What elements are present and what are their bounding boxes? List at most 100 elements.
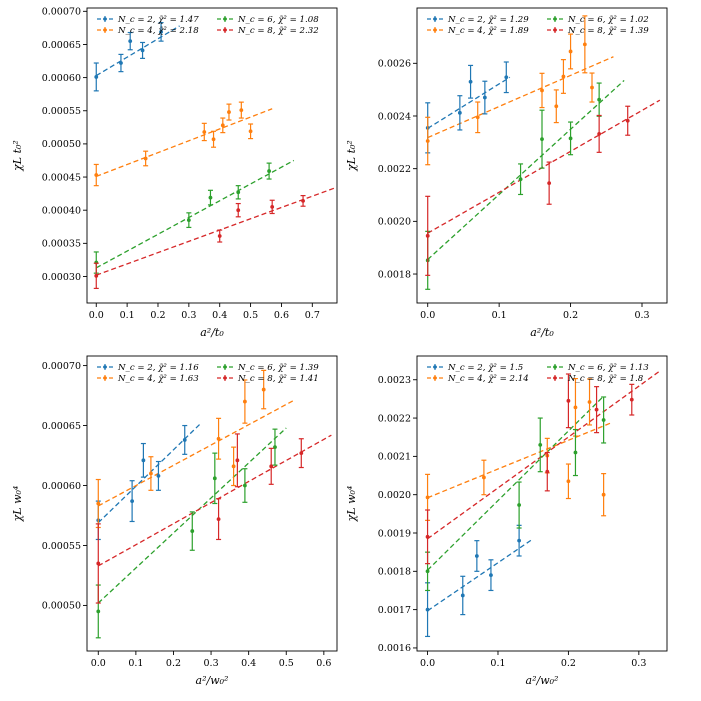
legend-label-Nc8: N_c = 8, χ̃² = 1.8 (567, 373, 644, 384)
legend-label-Nc4: N_c = 4, χ̃² = 2.14 (447, 373, 529, 384)
y-tick-label: 0.0020 (378, 217, 411, 228)
data-point-Nc4 (96, 501, 101, 506)
data-point-Nc6 (267, 169, 271, 173)
y-tick-label: 0.00065 (42, 40, 81, 51)
legend-label-Nc4: N_c = 4, χ̃² = 1.63 (117, 373, 199, 384)
data-point-Nc4 (242, 399, 247, 404)
data-point-Nc2 (504, 75, 509, 80)
legend-label-Nc2: N_c = 2, χ̃² = 1.16 (117, 362, 199, 373)
legend-label-Nc2: N_c = 2, χ̃² = 1.47 (117, 14, 199, 25)
data-point-Nc6 (540, 137, 544, 142)
data-point-Nc8 (425, 534, 430, 539)
data-point-Nc2 (460, 593, 465, 598)
axes-frame (86, 7, 338, 304)
legend-label-Nc6: N_c = 6, χ̃² = 1.13 (567, 362, 649, 373)
data-point-Nc2 (474, 554, 479, 558)
y-tick-label: 0.0021 (378, 452, 411, 463)
y-tick-label: 0.0022 (378, 413, 411, 424)
x-tick-label: 0.1 (492, 310, 507, 321)
data-point-Nc6 (208, 195, 213, 200)
legend-label-Nc4: N_c = 4, χ̃² = 1.89 (447, 25, 529, 36)
legend-marker-Nc6 (223, 365, 227, 369)
y-tick-label: 0.00065 (42, 421, 81, 432)
data-point-Nc2 (94, 75, 99, 79)
legend: N_c = 2, χ̃² = 1.29N_c = 4, χ̃² = 1.89 N_… (427, 14, 649, 36)
data-point-Nc4 (601, 492, 606, 497)
data-point-Nc6 (517, 503, 522, 507)
data-point-Nc4 (573, 405, 578, 410)
data-point-Nc4 (220, 123, 225, 128)
data-point-Nc2 (517, 538, 522, 543)
x-tick-label: 0.1 (128, 658, 143, 669)
x-axis-label: a²/w₀² (526, 674, 559, 687)
y-tick-label: 0.00070 (42, 7, 81, 18)
legend-marker-Nc6 (553, 365, 557, 369)
data-point-Nc6 (573, 450, 578, 455)
x-axis-label: a²/t₀ (200, 326, 224, 339)
y-tick-label: 0.0018 (378, 269, 411, 280)
x-tick-label: 0.4 (212, 310, 227, 321)
fit-line-Nc4 (96, 108, 273, 177)
data-point-Nc4 (231, 464, 236, 469)
y-tick-label: 0.0026 (378, 59, 411, 70)
data-point-Nc4 (425, 139, 430, 143)
data-point-Nc2 (468, 79, 473, 84)
legend-label-Nc8: N_c = 8, χ̃² = 1.39 (567, 25, 649, 36)
chart-panel-3: 0.0 0.1 0.2 0.3 0.4 0.5 0.6 0.00050 0.00055 0.000… (11, 355, 338, 687)
y-tick-label: 0.0016 (378, 643, 411, 654)
data-point-Nc8 (547, 181, 552, 186)
data-point-Nc8 (301, 199, 305, 203)
legend-marker-Nc6 (553, 17, 557, 21)
legend-marker-Nc2 (433, 365, 437, 369)
data-point-Nc8 (269, 464, 274, 469)
data-point-Nc4 (540, 88, 544, 93)
legend-marker-Nc4 (103, 28, 107, 32)
data-point-Nc8 (96, 561, 101, 566)
legend-marker-Nc4 (433, 376, 437, 380)
data-point-Nc4 (587, 400, 592, 404)
legend-marker-Nc8 (223, 28, 227, 32)
y-tick-label: 0.0022 (378, 164, 411, 175)
y-tick-label: 0.00045 (42, 172, 81, 183)
fit-line-Nc6 (427, 79, 625, 261)
x-tick-label: 0.7 (305, 310, 320, 321)
fit-line-Nc6 (95, 159, 295, 269)
x-tick-label: 0.5 (243, 310, 258, 321)
x-tick-label: 0.6 (274, 310, 289, 321)
legend-marker-Nc2 (103, 365, 107, 369)
data-point-Nc6 (212, 476, 217, 481)
legend-label-Nc2: N_c = 2, χ̃² = 1.5 (447, 362, 523, 373)
y-axis-label: χL t₀² (11, 140, 24, 172)
axes-frame (86, 355, 338, 652)
data-point-Nc6 (597, 97, 602, 102)
data-point-Nc8 (425, 233, 430, 238)
data-point-Nc2 (482, 95, 487, 100)
legend-label-Nc6: N_c = 6, χ̃² = 1.39 (237, 362, 319, 373)
data-point-Nc4 (239, 108, 244, 112)
fit-line-Nc2 (95, 25, 180, 77)
data-point-Nc2 (182, 438, 187, 442)
data-point-Nc4 (582, 42, 587, 47)
y-tick-label: 0.00055 (42, 541, 81, 552)
data-point-Nc4 (143, 156, 148, 161)
data-point-Nc6 (236, 190, 241, 195)
y-tick-label: 0.00035 (42, 239, 81, 250)
data-point-Nc6 (538, 442, 543, 447)
y-tick-label: 0.0018 (378, 567, 411, 578)
data-point-Nc8 (594, 407, 599, 412)
data-point-Nc4 (590, 85, 594, 90)
fit-line-Nc6 (427, 395, 605, 571)
x-tick-label: 0.1 (120, 310, 135, 321)
y-tick-label: 0.0024 (378, 111, 411, 122)
data-point-Nc8 (270, 204, 275, 209)
chart-panel-4: 0.0 0.1 0.2 0.3 0.0016 0.0017 0.0018 0.0019 0.00… (345, 355, 668, 687)
y-tick-label: 0.00060 (42, 481, 81, 492)
data-point-Nc8 (94, 273, 99, 278)
data-point-Nc4 (94, 173, 99, 177)
legend-label-Nc6: N_c = 6, χ̃² = 1.02 (567, 14, 649, 25)
x-tick-label: 0.3 (204, 658, 219, 669)
data-point-Nc4 (425, 495, 430, 500)
fit-line-Nc4 (427, 56, 614, 139)
y-axis-label: χL t₀² (345, 140, 358, 172)
